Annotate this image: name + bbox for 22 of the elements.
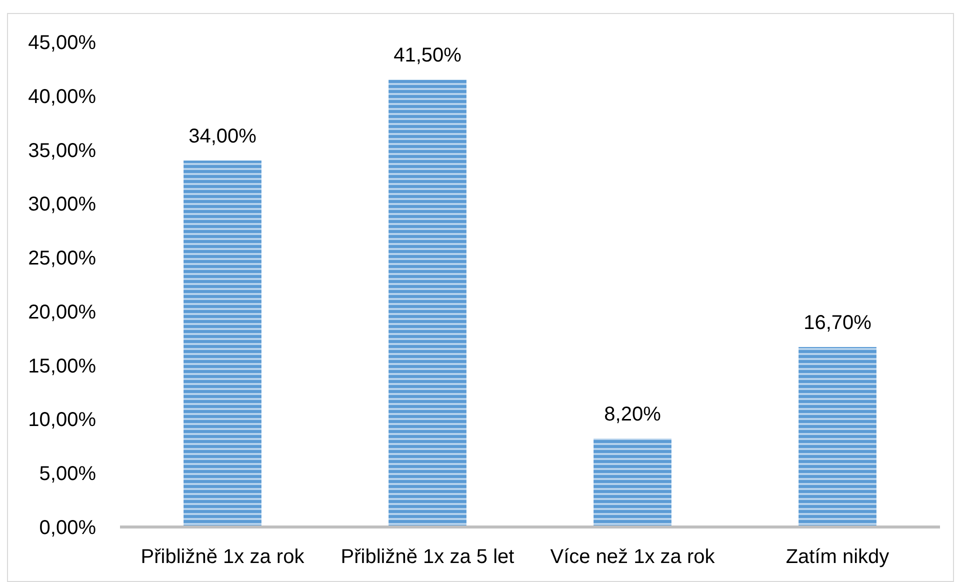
y-tick-label: 20,00% [28, 301, 96, 324]
data-label: 8,20% [604, 404, 662, 426]
data-label: 16,70% [804, 312, 872, 334]
data-label: 34,00% [188, 126, 257, 148]
y-tick-label: 30,00% [28, 194, 96, 216]
y-tick-label: 45,00% [28, 32, 96, 54]
y-tick-label: 15,00% [28, 355, 96, 378]
x-tick-label: Více než 1x za rok [550, 546, 716, 568]
y-tick-label: 0,00% [39, 517, 96, 539]
bar [184, 160, 262, 527]
x-tick-label: Přibližně 1x za 5 let [340, 546, 515, 568]
bar [798, 347, 876, 527]
y-tick-label: 25,00% [28, 248, 96, 270]
y-tick-label: 35,00% [28, 140, 96, 162]
bar [388, 80, 466, 527]
x-tick-label: Zatím nikdy [786, 546, 890, 568]
x-tick-label: Přibližně 1x za rok [140, 546, 306, 568]
y-tick-label: 40,00% [28, 86, 96, 108]
y-tick-label: 10,00% [28, 409, 96, 432]
data-label: 41,50% [394, 44, 462, 67]
bar [594, 438, 672, 527]
y-tick-label: 5,00% [39, 463, 96, 486]
